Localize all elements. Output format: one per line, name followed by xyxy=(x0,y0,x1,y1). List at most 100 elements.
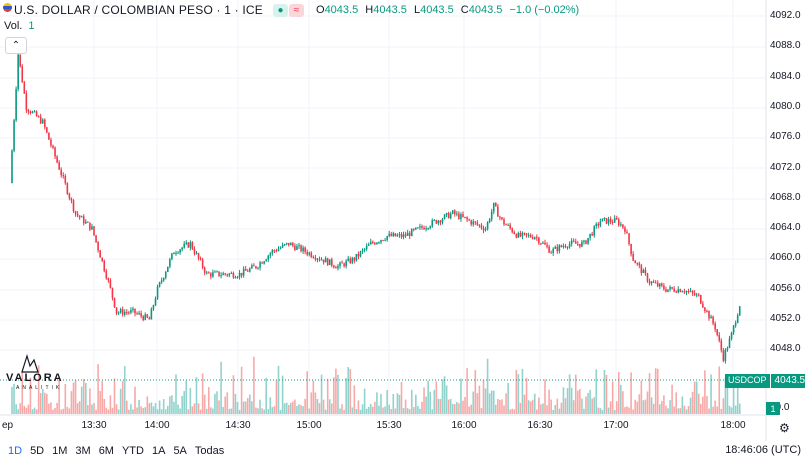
volume-bar xyxy=(19,403,21,414)
volume-bar xyxy=(25,407,28,414)
volume-bar xyxy=(419,408,421,414)
candle-body xyxy=(558,245,561,252)
range-todas[interactable]: Todas xyxy=(194,445,225,457)
candle-body xyxy=(281,244,284,248)
volume-bar xyxy=(146,396,149,414)
volume-bar xyxy=(396,393,399,414)
volume-bar xyxy=(447,399,450,414)
candle-body xyxy=(222,273,224,276)
candle-body xyxy=(314,257,317,260)
volume-bar xyxy=(587,392,589,414)
range-1m[interactable]: 1M xyxy=(52,445,68,457)
candle-body xyxy=(728,338,731,348)
volume-bar xyxy=(66,406,69,414)
volume-bar xyxy=(197,403,200,414)
gear-icon[interactable]: ⚙ xyxy=(779,421,790,435)
volume-bar xyxy=(577,390,579,414)
candle-body xyxy=(25,93,28,111)
range-ytd[interactable]: YTD xyxy=(121,445,144,457)
candle-body xyxy=(107,278,110,281)
candle-body xyxy=(271,250,274,254)
volume-bar xyxy=(48,403,50,414)
range-3m[interactable]: 3M xyxy=(75,445,91,457)
volume-bar xyxy=(572,400,575,414)
candle-body xyxy=(152,305,155,309)
volume-bar xyxy=(52,409,54,414)
candle-body xyxy=(513,232,516,235)
candle-body xyxy=(439,220,442,223)
volume-bar xyxy=(603,369,606,414)
candle-body xyxy=(529,234,532,238)
volume-bar xyxy=(439,398,442,414)
volume-bar xyxy=(634,399,636,414)
candle-body xyxy=(267,255,270,260)
candle-body xyxy=(550,252,552,254)
volume-bar xyxy=(372,406,374,414)
volume-bar xyxy=(394,408,397,414)
volume-bar xyxy=(117,409,120,414)
volume-bar xyxy=(581,398,583,414)
time-tick-label: 14:00 xyxy=(144,420,170,431)
volume-bar xyxy=(103,398,106,414)
volume-bar xyxy=(78,401,81,414)
candle-body xyxy=(605,217,608,224)
volume-bar xyxy=(736,386,739,414)
volume-bar xyxy=(525,377,528,414)
volume-bar xyxy=(632,409,634,414)
candle-body xyxy=(509,224,511,229)
volume-bar xyxy=(726,379,729,414)
range-1a[interactable]: 1A xyxy=(151,445,166,457)
candle-body xyxy=(472,221,475,225)
volume-bar xyxy=(421,401,423,414)
volume-bar xyxy=(115,404,118,414)
volume-bar xyxy=(566,388,569,414)
candle-body xyxy=(501,217,503,220)
market-open-icon[interactable]: ● xyxy=(273,3,288,17)
volume-bar xyxy=(85,382,87,414)
volume-badge: 1 xyxy=(766,402,780,415)
candle-body xyxy=(691,290,694,293)
volume-bar xyxy=(87,405,89,414)
volume-bar xyxy=(591,398,593,414)
volume-bar xyxy=(109,395,112,414)
volume-bar xyxy=(544,379,546,414)
candle-body xyxy=(183,243,185,248)
volume-bar xyxy=(638,394,641,414)
range-5d[interactable]: 5D xyxy=(30,445,45,457)
price-tick-label: 4084.0 xyxy=(770,71,801,82)
candle-body xyxy=(624,227,626,232)
range-1d[interactable]: 1D xyxy=(8,445,23,457)
candle-body xyxy=(246,270,249,272)
price-tick-label: 4068.0 xyxy=(770,192,801,203)
volume-bar xyxy=(343,409,345,414)
volume-bar xyxy=(70,391,73,414)
candle-body xyxy=(357,253,360,257)
volume-bar xyxy=(240,366,243,414)
candle-body xyxy=(443,214,446,220)
candle-body xyxy=(95,235,97,242)
volume-bar xyxy=(306,371,308,414)
volume-bar xyxy=(199,409,202,414)
candle-body xyxy=(421,226,423,228)
candle-body xyxy=(628,233,630,244)
collapse-legend-button[interactable]: ⌃ xyxy=(5,37,27,54)
clock[interactable]: 18:46:06 (UTC) xyxy=(725,444,801,456)
candle-body xyxy=(556,246,559,252)
price-tick-label: 4076.0 xyxy=(770,131,801,142)
volume-bar xyxy=(253,356,255,414)
candle-body xyxy=(410,229,413,237)
volume-bar xyxy=(275,380,278,414)
candle-body xyxy=(462,214,464,217)
volume-bar xyxy=(734,405,737,414)
candle-body xyxy=(519,232,522,237)
candle-body xyxy=(146,314,149,318)
volume-bar xyxy=(659,404,661,414)
symbol-title[interactable]: U.S. DOLLAR / COLOMBIAN PESO · 1 · ICE xyxy=(14,3,263,17)
candle-body xyxy=(386,236,388,240)
candle-body xyxy=(445,212,448,215)
range-6m[interactable]: 6M xyxy=(98,445,114,457)
range-5a[interactable]: 5A xyxy=(173,445,187,457)
volume-bar xyxy=(380,393,382,414)
delayed-data-icon[interactable]: ≈ xyxy=(289,3,304,17)
